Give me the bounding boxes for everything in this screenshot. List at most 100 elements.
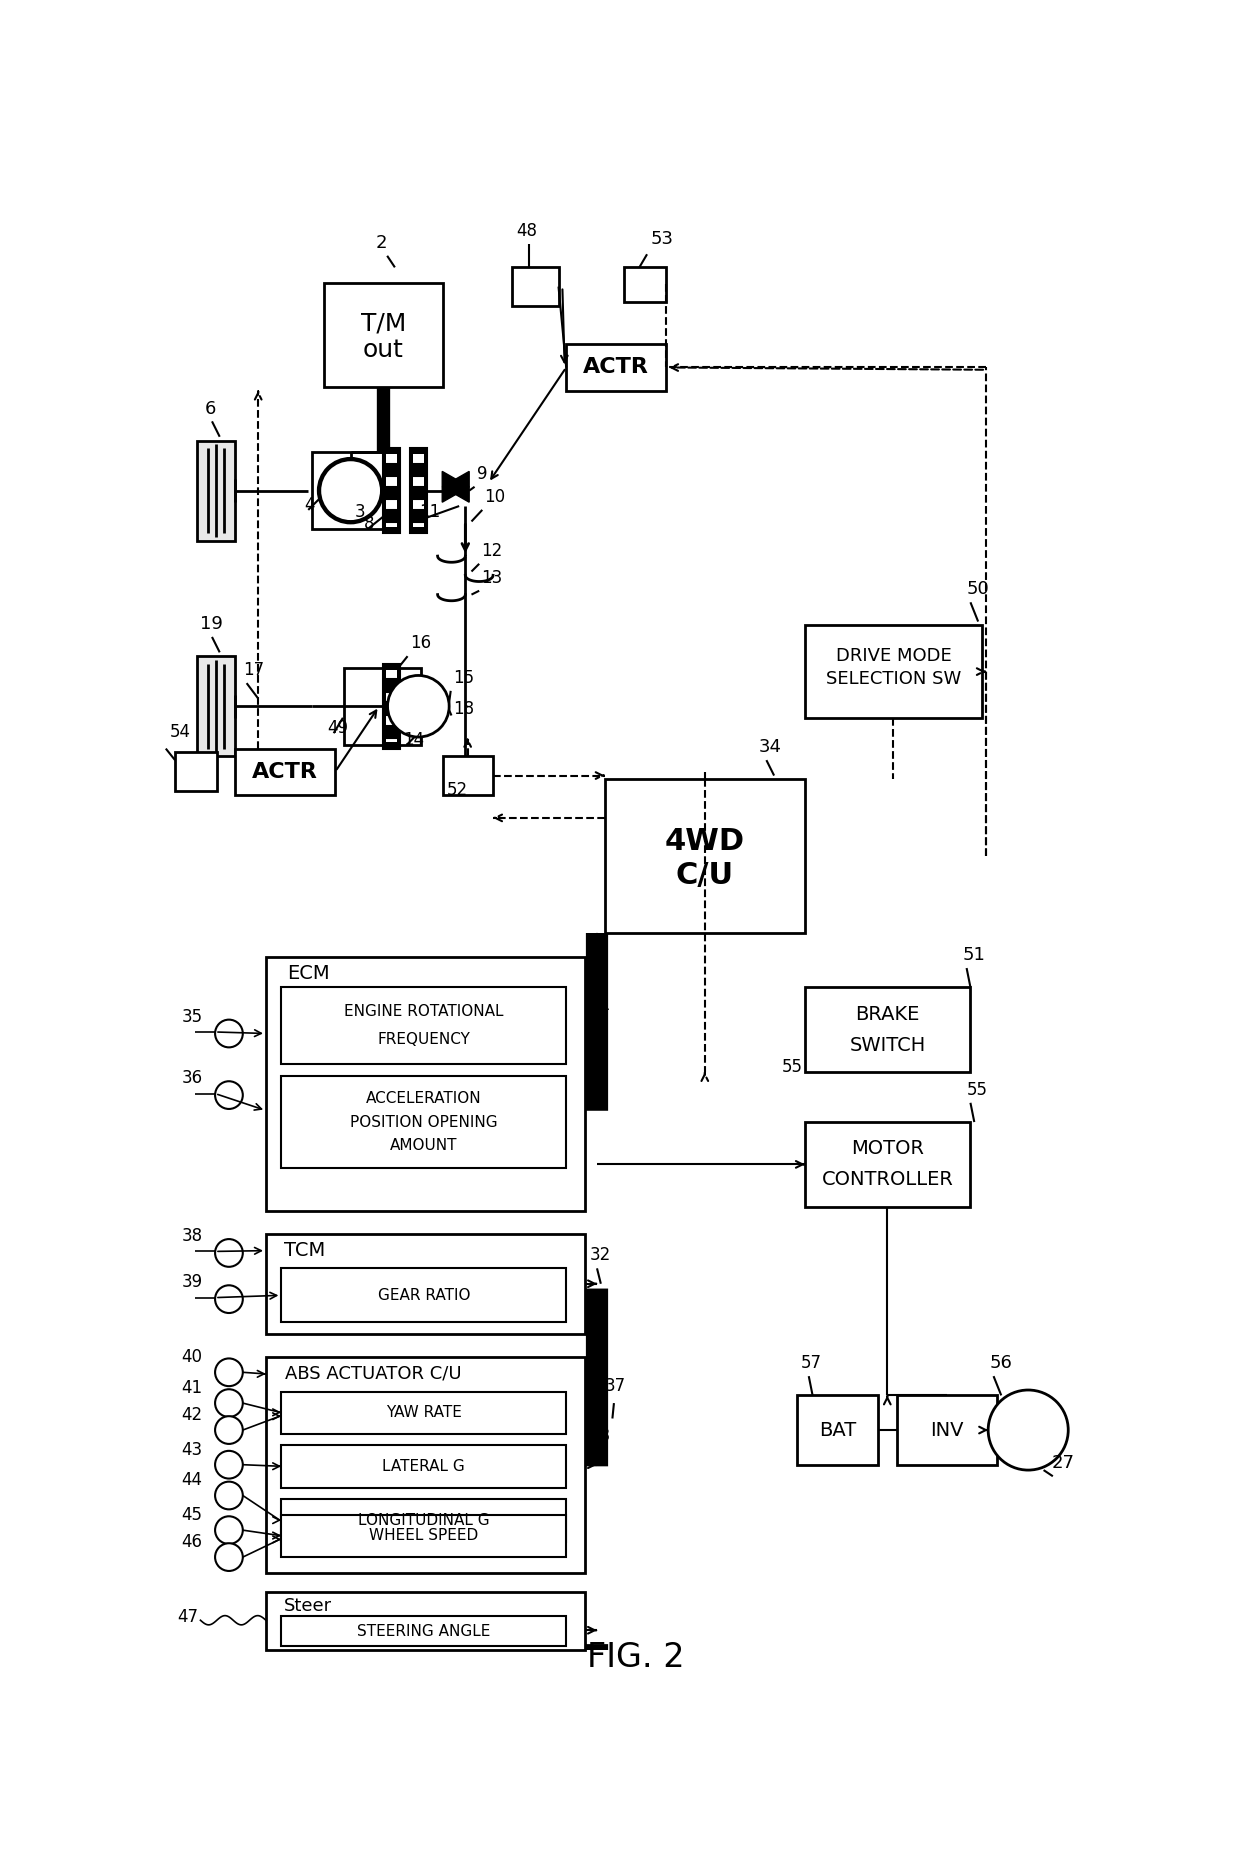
Text: 34: 34 xyxy=(759,739,781,756)
Text: 8: 8 xyxy=(363,516,374,532)
Text: DRIVE MODE: DRIVE MODE xyxy=(836,647,951,666)
Text: ABS ACTUATOR C/U: ABS ACTUATOR C/U xyxy=(285,1365,463,1384)
Text: 55: 55 xyxy=(967,1082,987,1099)
Bar xyxy=(281,1391,567,1434)
Circle shape xyxy=(215,1239,243,1268)
Text: LATERAL G: LATERAL G xyxy=(382,1459,465,1474)
Bar xyxy=(386,454,397,527)
Bar xyxy=(805,988,971,1072)
Text: 19: 19 xyxy=(201,615,223,634)
Text: 32: 32 xyxy=(589,1247,610,1264)
Text: TCM: TCM xyxy=(284,1241,325,1260)
Text: 3: 3 xyxy=(355,504,365,521)
Bar xyxy=(386,679,397,692)
Bar xyxy=(345,668,422,744)
Text: 4: 4 xyxy=(304,495,315,514)
Bar xyxy=(265,1358,585,1573)
Text: 13: 13 xyxy=(481,568,502,587)
Text: 17: 17 xyxy=(243,662,264,679)
Bar xyxy=(386,703,397,714)
Text: 2: 2 xyxy=(376,234,387,251)
Circle shape xyxy=(320,459,382,521)
Bar xyxy=(413,454,424,527)
Text: AMOUNT: AMOUNT xyxy=(391,1138,458,1153)
Bar xyxy=(281,1500,567,1541)
Text: 12: 12 xyxy=(481,542,502,561)
Bar xyxy=(386,488,397,499)
Text: 46: 46 xyxy=(181,1534,202,1551)
Text: SWITCH: SWITCH xyxy=(849,1035,926,1054)
Bar xyxy=(383,664,399,748)
Text: 33: 33 xyxy=(589,1427,610,1446)
Text: 44: 44 xyxy=(181,1472,202,1489)
Text: POSITION OPENING: POSITION OPENING xyxy=(350,1114,497,1129)
Circle shape xyxy=(215,1389,243,1418)
Circle shape xyxy=(388,675,449,737)
Bar xyxy=(386,726,397,739)
Text: ECM: ECM xyxy=(286,964,330,982)
Text: 57: 57 xyxy=(801,1354,822,1372)
Text: 45: 45 xyxy=(181,1506,202,1524)
Text: 9: 9 xyxy=(477,465,487,484)
Text: 55: 55 xyxy=(781,1058,802,1076)
Text: ACTR: ACTR xyxy=(252,761,319,782)
Text: 53: 53 xyxy=(651,231,673,248)
Circle shape xyxy=(215,1416,243,1444)
Text: 51: 51 xyxy=(962,947,986,964)
Text: LONGITUDINAL G: LONGITUDINAL G xyxy=(358,1513,490,1528)
Circle shape xyxy=(215,1543,243,1571)
Text: 11: 11 xyxy=(419,504,440,521)
Circle shape xyxy=(215,1284,243,1312)
Text: out: out xyxy=(363,338,404,362)
Circle shape xyxy=(215,1517,243,1543)
Bar xyxy=(281,1446,567,1487)
Text: YAW RATE: YAW RATE xyxy=(386,1404,461,1419)
Polygon shape xyxy=(443,471,469,502)
Text: BAT: BAT xyxy=(818,1421,857,1440)
Text: 54: 54 xyxy=(170,724,191,741)
Bar xyxy=(265,1592,585,1650)
Bar xyxy=(386,669,397,743)
Text: 43: 43 xyxy=(181,1440,202,1459)
Text: 14: 14 xyxy=(403,731,424,748)
Text: 16: 16 xyxy=(410,634,432,652)
Text: MOTOR: MOTOR xyxy=(851,1140,924,1159)
Circle shape xyxy=(215,1082,243,1108)
Bar xyxy=(281,1268,567,1322)
Text: 48: 48 xyxy=(516,223,537,240)
Bar xyxy=(443,756,494,795)
Text: 50: 50 xyxy=(967,581,990,598)
Bar xyxy=(386,510,397,523)
Circle shape xyxy=(215,1451,243,1479)
Bar xyxy=(236,748,335,795)
Circle shape xyxy=(215,1020,243,1048)
Text: INV: INV xyxy=(930,1421,965,1440)
Text: WHEEL SPEED: WHEEL SPEED xyxy=(370,1528,479,1543)
Text: ENGINE ROTATIONAL: ENGINE ROTATIONAL xyxy=(343,1005,503,1020)
Text: GEAR RATIO: GEAR RATIO xyxy=(377,1288,470,1303)
Bar xyxy=(797,1395,878,1464)
Polygon shape xyxy=(443,471,469,502)
Bar xyxy=(281,988,567,1065)
Bar xyxy=(624,268,666,302)
Text: Steer: Steer xyxy=(284,1598,332,1614)
Text: 56: 56 xyxy=(990,1354,1013,1372)
Text: 40: 40 xyxy=(181,1348,202,1367)
Bar xyxy=(312,452,389,529)
Bar xyxy=(605,780,805,934)
Text: 37: 37 xyxy=(605,1378,626,1395)
Text: 36: 36 xyxy=(181,1069,202,1088)
Bar xyxy=(383,448,399,532)
Circle shape xyxy=(319,458,383,523)
Bar xyxy=(281,1515,567,1556)
Text: 35: 35 xyxy=(181,1007,202,1026)
Bar xyxy=(197,441,236,540)
Bar xyxy=(805,1121,971,1208)
Text: BRAKE: BRAKE xyxy=(856,1005,920,1024)
Text: 38: 38 xyxy=(181,1228,202,1245)
Text: 27: 27 xyxy=(1052,1455,1074,1472)
Text: FREQUENCY: FREQUENCY xyxy=(377,1031,470,1046)
Text: CONTROLLER: CONTROLLER xyxy=(822,1170,954,1189)
Text: 15: 15 xyxy=(453,669,474,686)
Text: 39: 39 xyxy=(181,1273,202,1292)
